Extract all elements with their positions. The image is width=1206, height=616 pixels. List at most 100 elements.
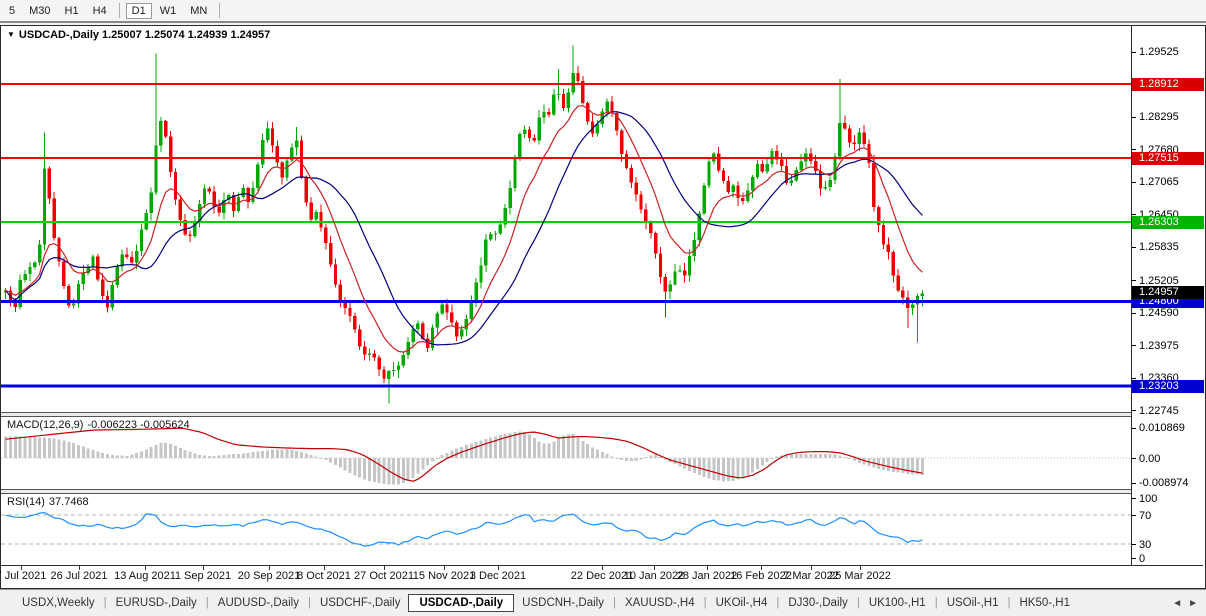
axis-tick-mark [1132,52,1136,53]
rsi-tick-label: 70 [1139,510,1152,522]
timeframe-button-5[interactable]: 5 [9,4,16,17]
macd-signal-line [5,427,923,482]
timeframe-button-d1[interactable]: D1 [125,2,152,19]
rsi-value: 37.7468 [48,496,89,508]
date-tick-mark [384,566,385,570]
ma-slow-line[interactable] [5,111,923,346]
timeframe-button-mn[interactable]: MN [190,4,208,17]
axis-tick-mark [1132,214,1136,215]
chart-tab-hk50-h1[interactable]: HK50-,H1 [1019,597,1070,609]
level-price-label-resistance: 1.27515 [1132,152,1204,165]
rsi-line [5,511,923,547]
date-tick-label: 26 Jul 2021 [50,570,108,582]
candles[interactable] [4,45,924,404]
date-tick-label: 13 Aug 2021 [114,570,176,582]
axis-tick-mark [1132,558,1136,559]
axis-tick-mark [1132,498,1136,499]
chart-tab-usdchf-daily[interactable]: USDCHF-,Daily [319,597,401,609]
timeframe-button-h4[interactable]: H4 [92,4,107,17]
date-axis[interactable]: 7 Jul 2021 26 Jul 2021 13 Aug 2021 1 Sep 20… [0,565,1203,588]
price-axis[interactable]: 1.29525 1.28295 1.27680 1.27065 1.26450 1.258… [1131,26,1204,565]
chart-tab-usdcnh-daily[interactable]: USDCNH-,Daily [522,597,604,609]
axis-tick-mark [1132,313,1136,314]
date-tick-mark [21,566,22,570]
axis-tick-mark [1132,182,1136,183]
tab-separator: | [703,597,707,609]
macd-chart[interactable] [1,417,1131,489]
macd-tick-label: 0.00 [1139,453,1161,465]
price-chart[interactable] [1,26,1131,412]
price-tick-label: 1.25205 [1139,275,1179,287]
date-tick-mark [79,566,80,570]
pane-splitter[interactable] [1,489,1203,494]
date-tick-label: 7 Jul 2021 [0,570,47,582]
date-tick-label: 20 Sep 2021 [237,570,301,582]
tab-separator: | [612,597,616,609]
date-tick-label: 22 Dec 2021 [570,570,634,582]
axis-tick-mark [1132,483,1136,484]
rsi-pane[interactable]: RSI(14) 37.7468 [1,494,1131,564]
macd-label: MACD(12,26,9) -0.006223 -0.005624 [7,419,194,431]
chart-tab-ukoil-h4[interactable]: UKOil-,H4 [715,597,768,609]
pane-splitter[interactable] [1,412,1203,417]
rsi-tick-label: 0 [1139,553,1146,565]
timeframe-button-h1[interactable]: H1 [64,4,79,17]
date-tick-label: 7 Mar 2022 [783,570,839,582]
tab-separator: | [776,597,780,609]
level-price-label-support: 1.23203 [1132,380,1204,393]
axis-tick-mark [1132,149,1136,150]
tab-separator: | [856,597,860,609]
axis-tick-mark [1132,247,1136,248]
date-tick-mark [707,566,708,570]
macd-tick-label: -0.008974 [1139,477,1189,489]
timeframe-button-w1[interactable]: W1 [159,4,177,17]
rsi-chart[interactable] [1,494,1131,564]
chart-tab-uk100-h1[interactable]: UK100-,H1 [868,597,926,609]
axis-tick-mark [1132,428,1136,429]
date-tick-label: 8 Oct 2021 [297,570,351,582]
chart-tab-xauusd-h4[interactable]: XAUUSD-,H4 [624,597,695,609]
chart-tab-usdcad-daily[interactable]: USDCAD-,Daily [408,594,515,612]
chart-tab-eurusd-daily[interactable]: EURUSD-,Daily [115,597,197,609]
axis-tick-mark [1132,378,1136,379]
date-tick-mark [269,566,270,570]
main-chart-pane[interactable]: ▼ USDCAD-,Daily 1.25007 1.25074 1.24939 1.… [1,26,1131,412]
date-tick-mark [145,566,146,570]
tab-separator: | [934,597,938,609]
chart-tab-usoil-h1[interactable]: USOil-,H1 [946,597,999,609]
macd-pane[interactable]: MACD(12,26,9) -0.006223 -0.005624 [1,417,1131,489]
date-tick-mark [811,566,812,570]
tab-separator: | [307,597,311,609]
date-tick-mark [444,566,445,570]
price-tick-label: 1.25835 [1139,241,1179,253]
chart-tab-usdx-weekly[interactable]: USDX,Weekly [22,597,95,609]
chart-tabbar: USDX,Weekly | EURUSD-,Daily | AUDUSD-,Daily |… [0,589,1206,616]
ma-fast-line[interactable] [5,105,923,353]
toolbar-separator [118,3,120,18]
tab-separator: | [1007,597,1011,609]
date-tick-mark [498,566,499,570]
date-tick-mark [324,566,325,570]
price-tick-label: 1.27065 [1139,176,1179,188]
tab-scroll-right-icon[interactable]: ► [1188,597,1198,609]
date-tick-label: 16 Feb 2022 [730,570,792,582]
date-tick-mark [602,566,603,570]
chart-menu-icon[interactable]: ▼ [7,30,15,39]
date-tick-label: 1 Sep 2021 [174,570,232,582]
rsi-tick-label: 30 [1139,539,1152,551]
current-price-label: 1.24957 [1132,286,1204,299]
date-tick-mark [761,566,762,570]
tab-scroll-left-icon[interactable]: ◄ [1172,597,1183,609]
rsi-tick-label: 100 [1139,493,1158,505]
date-tick-mark [860,566,861,570]
chart-tab-dj30-daily[interactable]: DJ30-,Daily [788,597,848,609]
axis-tick-mark [1132,544,1136,545]
date-tick-label: 3 Dec 2021 [469,570,527,582]
timeframe-button-m30[interactable]: M30 [29,4,51,17]
price-tick-label: 1.28295 [1139,111,1179,123]
chart-title: ▼ USDCAD-,Daily 1.25007 1.25074 1.24939 1.… [7,29,273,41]
macd-name: MACD(12,26,9) [7,419,84,431]
rsi-name: RSI(14) [7,496,45,508]
price-tick-label: 1.22745 [1139,405,1179,417]
chart-tab-audusd-daily[interactable]: AUDUSD-,Daily [217,597,299,609]
